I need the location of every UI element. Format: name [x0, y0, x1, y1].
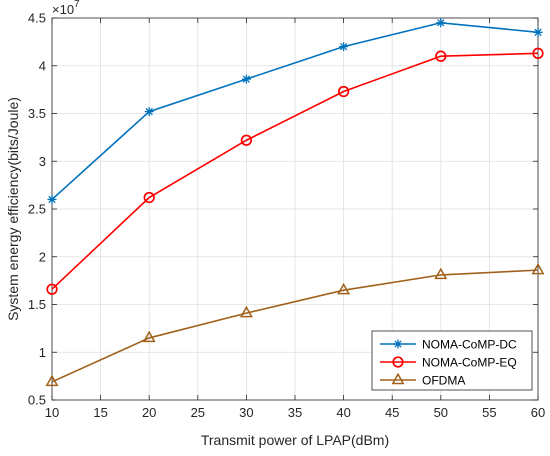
- series-2: [46, 47, 544, 295]
- y-tick-label: 4: [39, 58, 46, 73]
- y-exponent-power: 7: [74, 0, 80, 10]
- data-point-circle: [46, 283, 58, 295]
- y-tick-label: 0.5: [28, 393, 46, 408]
- data-point-asterisk: [47, 194, 57, 204]
- x-axis: 10 15 20 25 30 35 40 45 50 55 60: [45, 18, 545, 420]
- data-point-asterisk: [533, 27, 543, 37]
- y-tick-label: 1.5: [28, 297, 46, 312]
- legend-label: OFDMA: [422, 374, 465, 388]
- y-tick-label: 1: [39, 345, 46, 360]
- series-layer: [45, 18, 545, 387]
- y-tick-label: 3.5: [28, 106, 46, 121]
- data-point-triangle: [531, 262, 545, 275]
- x-tick-label: 55: [482, 405, 496, 420]
- series-line: [51, 21, 539, 201]
- data-point-triangle: [391, 372, 405, 385]
- data-point-circle: [240, 134, 253, 146]
- x-tick-label: 10: [45, 405, 59, 420]
- y-axis-title: System energy efficiency(bits/Joule): [5, 97, 21, 321]
- y-tick-label: 3: [39, 154, 46, 169]
- data-point-asterisk: [144, 107, 154, 117]
- data-point-circle: [532, 47, 544, 59]
- data-point-asterisk: [339, 42, 349, 52]
- data-point-circle: [392, 356, 404, 368]
- x-tick-label: 50: [434, 405, 448, 420]
- data-point-triangle: [45, 374, 59, 387]
- legend: NOMA-CoMP-DC NOMA-CoMP-EQ OFDMA: [371, 330, 533, 391]
- data-point-triangle: [434, 267, 448, 280]
- data-point-circle: [435, 50, 447, 62]
- data-point-asterisk: [241, 74, 251, 84]
- y-exponent-base: ×10: [52, 2, 74, 17]
- series-line: [51, 52, 539, 290]
- legend-label: NOMA-CoMP-EQ: [422, 356, 517, 370]
- series-3: [45, 262, 545, 387]
- series-line: [51, 269, 539, 383]
- x-tick-label: 20: [142, 405, 156, 420]
- data-point-asterisk: [393, 339, 403, 349]
- data-point-triangle: [239, 305, 253, 318]
- data-point-asterisk: [436, 18, 446, 28]
- x-tick-label: 15: [93, 405, 107, 420]
- x-tick-label: 60: [531, 405, 545, 420]
- data-point-circle: [337, 85, 350, 98]
- x-tick-label: 25: [191, 405, 205, 420]
- legend-label: NOMA-CoMP-DC: [422, 338, 517, 352]
- y-tick-label: 2.5: [28, 202, 46, 217]
- x-axis-title: Transmit power of LPAP(dBm): [201, 432, 389, 448]
- x-tick-label: 45: [385, 405, 399, 420]
- y-tick-label: 2: [39, 249, 46, 264]
- data-point-triangle: [142, 330, 156, 343]
- data-point-circle: [143, 191, 155, 204]
- x-tick-label: 35: [288, 405, 302, 420]
- y-axis: 0.5 1 1.5 2 2.5 3 3.5 4 4.5: [28, 11, 538, 408]
- x-tick-label: 30: [239, 405, 253, 420]
- series-1: [47, 18, 543, 204]
- y-tick-label: 4.5: [28, 11, 46, 26]
- x-tick-label: 40: [336, 405, 350, 420]
- data-point-triangle: [337, 282, 351, 295]
